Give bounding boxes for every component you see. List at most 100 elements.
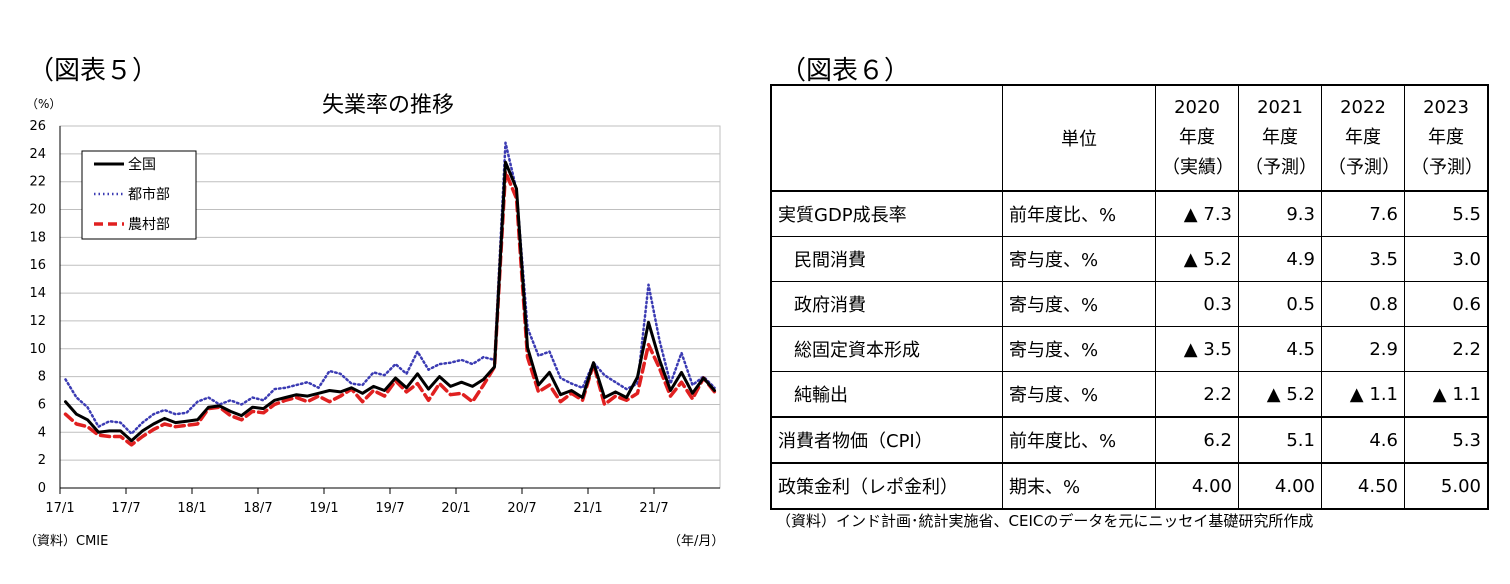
chart-title: 失業率の推移	[322, 93, 454, 118]
header-item-cell	[770, 84, 1003, 192]
x-axis-unit-label: （年/月）	[668, 534, 725, 549]
row-value-cell: 7.6	[1321, 190, 1405, 237]
row-value-cell: ▲ 5.2	[1238, 371, 1322, 418]
legend-label: 農村部	[128, 217, 170, 233]
row-unit-label: 寄与度、%	[1002, 326, 1156, 372]
forecast-table: 単位 2020 年度 （実績） 2021 年度 （予測） 2022 年度 （予測） 2023 年度 （予…	[770, 84, 1489, 510]
row-value-cell: 0.8	[1321, 281, 1405, 327]
table-row: 純輸出 寄与度、% 2.2 ▲ 5.2 ▲ 1.1 ▲ 1.1	[770, 371, 1489, 418]
y-tick-label: 24	[29, 147, 46, 162]
x-tick-label: 17/7	[111, 501, 140, 516]
figure-6-label: （図表６）	[780, 56, 911, 86]
chart-gridlines	[59, 125, 721, 489]
header-year-2020: 2020 年度 （実績）	[1155, 84, 1239, 192]
row-item-label: 純輸出	[770, 371, 1003, 418]
y-tick-label: 0	[38, 481, 46, 496]
series-line-0	[64, 160, 716, 443]
row-value-cell: ▲ 3.5	[1155, 326, 1239, 372]
header-kind: （実績）	[1162, 157, 1234, 178]
y-axis-unit-label: （%）	[26, 97, 61, 111]
y-tick-label: 4	[38, 425, 46, 440]
header-kind: （予測）	[1411, 157, 1483, 178]
header-year: 2021	[1257, 97, 1303, 118]
x-tick-label: 20/7	[507, 501, 536, 516]
header-nendo: 年度	[1179, 127, 1215, 148]
row-item-label: 消費者物価（CPI）	[770, 416, 1003, 464]
row-value-cell: 5.00	[1404, 462, 1489, 510]
header-nendo: 年度	[1345, 127, 1381, 148]
figure-5-label: （図表５）	[28, 56, 159, 86]
row-item-label: 総固定資本形成	[770, 326, 1003, 372]
table-row: 消費者物価（CPI） 前年度比、% 6.2 5.1 4.6 5.3	[770, 416, 1489, 464]
header-kind: （予測）	[1245, 157, 1317, 178]
row-item-label: 実質GDP成長率	[770, 190, 1003, 237]
row-value-cell: 9.3	[1238, 190, 1322, 237]
y-tick-label: 6	[38, 397, 46, 412]
y-tick-label: 18	[29, 230, 46, 245]
y-tick-label: 8	[38, 370, 46, 385]
y-tick-label: 22	[29, 175, 46, 190]
table-source-note: （資料）インド計画･統計実施省、CEICのデータを元にニッセイ基礎研究所作成	[776, 512, 1314, 530]
row-value-cell: 5.3	[1404, 416, 1489, 464]
x-tick-label: 20/1	[441, 501, 470, 516]
x-tick-label: 18/7	[243, 501, 272, 516]
row-value-cell: 4.00	[1238, 462, 1322, 510]
header-year: 2023	[1423, 97, 1469, 118]
y-tick-label: 12	[29, 314, 46, 329]
table-row: 政策金利（レポ金利） 期末、% 4.00 4.00 4.50 5.00	[770, 462, 1489, 510]
chart-source-note: （資料）CMIE	[24, 534, 109, 549]
row-value-cell: 2.9	[1321, 326, 1405, 372]
row-value-cell: 5.5	[1404, 190, 1489, 237]
header-nendo: 年度	[1428, 127, 1464, 148]
y-tick-label: 14	[29, 286, 46, 301]
x-tick-label: 21/7	[639, 501, 668, 516]
header-year-2022: 2022 年度 （予測）	[1321, 84, 1405, 192]
x-tick-label: 18/1	[177, 501, 206, 516]
row-unit-label: 前年度比、%	[1002, 190, 1156, 237]
row-value-cell: 2.2	[1155, 371, 1239, 418]
row-value-cell: 0.5	[1238, 281, 1322, 327]
row-unit-label: 寄与度、%	[1002, 281, 1156, 327]
row-unit-label: 寄与度、%	[1002, 371, 1156, 418]
row-value-cell: 0.3	[1155, 281, 1239, 327]
legend-label: 全国	[128, 156, 156, 173]
row-value-cell: 4.50	[1321, 462, 1405, 510]
x-axis-ticks: 17/1 17/7 18/1 18/7 19/1 19/7 20/1 20/7 21/1 21/7	[45, 488, 669, 516]
header-year-2023: 2023 年度 （予測）	[1404, 84, 1489, 192]
row-value-cell: 4.9	[1238, 236, 1322, 282]
y-tick-label: 26	[29, 119, 46, 134]
row-unit-label: 期末、%	[1002, 462, 1156, 510]
row-value-cell: 0.6	[1404, 281, 1489, 327]
y-tick-label: 20	[29, 203, 46, 218]
x-tick-label: 21/1	[573, 501, 602, 516]
header-year: 2020	[1174, 97, 1220, 118]
legend-label: 都市部	[128, 186, 170, 203]
row-value-cell: 2.2	[1404, 326, 1489, 372]
table-header-row: 単位 2020 年度 （実績） 2021 年度 （予測） 2022 年度 （予測） 2023 年度 （予…	[770, 84, 1489, 192]
header-year: 2022	[1340, 97, 1386, 118]
chart-series-lines	[63, 141, 717, 447]
y-tick-label: 10	[29, 342, 46, 357]
header-kind: （予測）	[1328, 157, 1400, 178]
x-tick-label: 19/1	[309, 501, 338, 516]
table-row: 総固定資本形成 寄与度、% ▲ 3.5 4.5 2.9 2.2	[770, 326, 1489, 372]
row-item-label: 政府消費	[770, 281, 1003, 327]
row-value-cell: ▲ 1.1	[1404, 371, 1489, 418]
header-nendo: 年度	[1262, 127, 1298, 148]
row-unit-label: 寄与度、%	[1002, 236, 1156, 282]
row-value-cell: 6.2	[1155, 416, 1239, 464]
row-unit-label: 前年度比、%	[1002, 416, 1156, 464]
row-item-label: 民間消費	[770, 236, 1003, 282]
row-value-cell: 3.5	[1321, 236, 1405, 282]
y-tick-label: 2	[38, 453, 46, 468]
x-tick-label: 17/1	[45, 501, 74, 516]
row-value-cell: ▲ 1.1	[1321, 371, 1405, 418]
row-value-cell: 4.00	[1155, 462, 1239, 510]
row-value-cell: ▲ 5.2	[1155, 236, 1239, 282]
row-value-cell: 4.6	[1321, 416, 1405, 464]
x-tick-label: 19/7	[375, 501, 404, 516]
header-unit-cell: 単位	[1002, 84, 1156, 192]
